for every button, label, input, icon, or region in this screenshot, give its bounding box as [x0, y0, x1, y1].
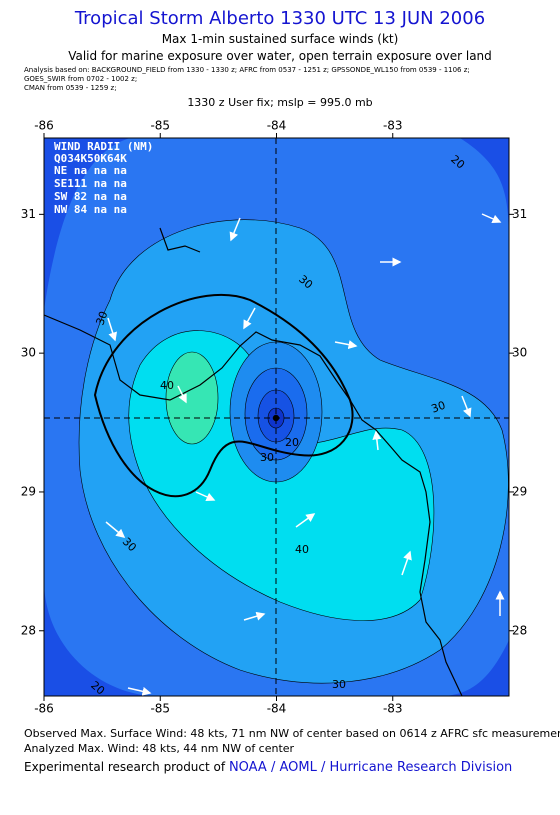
- wind-radii-title: WIND RADII (NM): [54, 140, 153, 153]
- analysis-line: GOES_SWIR from 0702 - 1002 z;: [24, 75, 138, 83]
- lat-tick-label: 30: [21, 346, 36, 360]
- wind-field: [44, 138, 509, 696]
- lat-tick-label: 29: [512, 484, 527, 498]
- observed: Observed Max. Surface Wind: 48 kts, 71 n…: [24, 727, 560, 740]
- map: 30 40 20 30 30 30 40 30 30 20 20 WIND RA…: [21, 119, 528, 716]
- contour-label: 30: [260, 451, 274, 464]
- contour-label: 30: [332, 678, 346, 691]
- contour-label: 20: [285, 436, 299, 449]
- subtitle: Max 1-min sustained surface winds (kt): [161, 32, 399, 46]
- credit-link[interactable]: NOAA / AOML / Hurricane Research Divisio…: [228, 760, 513, 775]
- contour-label: 40: [160, 379, 174, 392]
- lon-tick-label: -83: [383, 702, 403, 716]
- wind-radii-row: NE na na na: [54, 164, 127, 177]
- analysis-line: Analysis based on: BACKGROUND_FIELD from…: [24, 66, 470, 74]
- lat-tick-label: 30: [512, 346, 527, 360]
- wind-radii-row: SW 82 na na: [54, 190, 127, 203]
- lon-tick-label: -84: [267, 119, 287, 133]
- contour-label: 40: [295, 543, 309, 556]
- fix: 1330 z User fix; mslp = 995.0 mb: [187, 96, 373, 109]
- lat-tick-label: 28: [21, 623, 36, 637]
- lon-tick-label: -85: [150, 702, 170, 716]
- contour-label: 30: [430, 399, 448, 416]
- lon-tick-label: -84: [267, 702, 287, 716]
- lon-tick-label: -85: [150, 119, 170, 133]
- contour-label: 30: [93, 309, 110, 327]
- lon-tick-label: -86: [34, 702, 54, 716]
- lat-tick-label: 28: [512, 623, 527, 637]
- title: Tropical Storm Alberto 1330 UTC 13 JUN 2…: [74, 8, 486, 29]
- lat-tick-label: 31: [512, 207, 527, 221]
- credit: Experimental research product of: [24, 760, 226, 774]
- wind-radii-row: NW 84 na na: [54, 203, 127, 216]
- wind-radii-row: Q034K50K64K: [54, 152, 127, 165]
- lon-tick-label: -86: [34, 119, 54, 133]
- lat-tick-label: 31: [21, 207, 36, 221]
- lon-tick-label: -83: [383, 119, 403, 133]
- validity: Valid for marine exposure over water, op…: [68, 49, 492, 63]
- lat-tick-label: 29: [21, 484, 36, 498]
- credit-line: Experimental research product of NOAA / …: [24, 760, 512, 775]
- analysis-line: CMAN from 0539 - 1259 z;: [24, 84, 117, 92]
- analyzed: Analyzed Max. Wind: 48 kts, 44 nm NW of …: [24, 742, 295, 755]
- wind-radii-row: SE111 na na: [54, 177, 127, 190]
